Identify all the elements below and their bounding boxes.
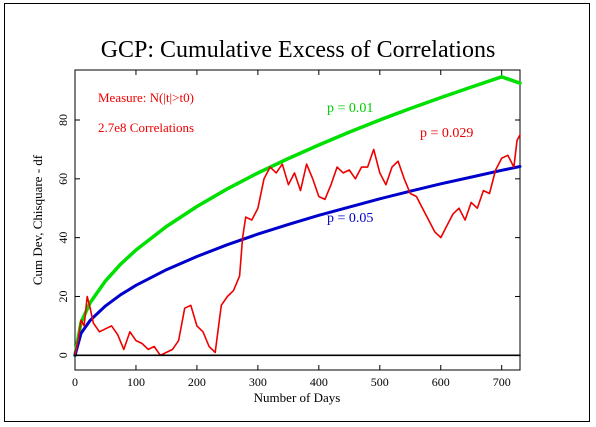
x-tick-label-0: 0 [72,375,78,389]
page-frame [4,3,590,422]
y-tick-label-0: 0 [56,352,70,358]
x-tick-label-7: 700 [493,375,511,389]
series-line-2 [74,133,521,357]
x-tick-label-4: 400 [310,375,328,389]
x-tick-label-3: 300 [249,375,267,389]
p005-label: p = 0.05 [327,211,373,226]
measure-annotation: Measure: N(|t|>t0) [98,90,194,105]
x-tick-label-1: 100 [127,375,145,389]
y-tick-label-1: 20 [56,290,70,302]
y-tick-label-2: 40 [56,232,70,244]
plot-frame [74,69,521,371]
x-axis-label: Number of Days [254,390,341,405]
x-tick-label-5: 500 [371,375,389,389]
p001-label: p = 0.01 [327,101,373,116]
series-line-0 [73,75,522,358]
y-axis-label: Cum Dev, Chisquare - df [30,154,45,285]
y-tick-label-4: 80 [56,114,70,126]
series-line-1 [73,165,522,357]
axis-ticks: 0 100 200 300 400 500 600 700 0 20 40 60 80 [56,70,520,389]
p0029-label: p = 0.029 [420,126,473,141]
x-tick-label-2: 200 [188,375,206,389]
series-layer [73,75,522,358]
y-tick-label-3: 60 [56,173,70,185]
correlations-annotation: 2.7e8 Correlations [98,120,194,135]
chart-title: GCP: Cumulative Excess of Correlations [101,37,496,63]
x-tick-label-6: 600 [432,375,450,389]
